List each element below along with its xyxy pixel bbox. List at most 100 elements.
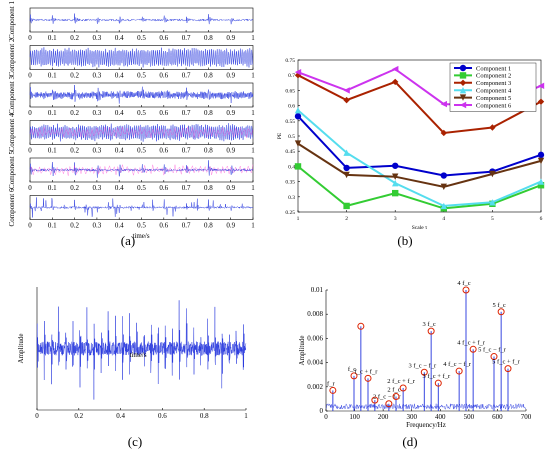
x-tick-label: 0.6	[158, 412, 167, 420]
x-tick-label: 100	[349, 413, 360, 421]
data-point	[343, 164, 350, 172]
y-tick-label: 0.4	[288, 164, 295, 170]
series-line	[297, 115, 542, 177]
legend-label: Component 1	[476, 65, 511, 72]
data-point	[440, 183, 447, 190]
data-point	[343, 171, 350, 179]
x-tick-label: 0.6	[159, 184, 168, 192]
y-tick-label: 0.75	[285, 58, 295, 64]
peak-marker	[497, 308, 505, 316]
x-tick-label: 0.3	[93, 109, 102, 117]
component-signal-line	[29, 123, 254, 142]
x-tick-label: 0.8	[204, 109, 213, 117]
peak-marker	[364, 374, 372, 382]
x-tick-label: 0.9	[226, 72, 235, 80]
data-point	[294, 163, 302, 170]
data-point	[489, 170, 496, 178]
peak-label: 2 f_c	[387, 386, 400, 393]
x-tick-label: 1	[251, 222, 255, 230]
x-tick-label: 0.8	[204, 72, 213, 80]
legend-label: Component 2	[476, 73, 511, 80]
x-tick-label: 0.3	[93, 222, 102, 230]
x-tick-label: 0	[28, 222, 32, 230]
x-tick-label: 0.2	[70, 184, 79, 192]
x-tick-label: 0	[324, 413, 328, 421]
data-point	[459, 87, 467, 94]
x-tick-label: 0.3	[93, 34, 102, 42]
x-tick-label: 400	[435, 413, 446, 421]
data-point	[392, 78, 399, 86]
x-tick-label: 0.2	[70, 34, 79, 42]
x-axis-label: time/s	[132, 232, 149, 240]
x-tick-label: 4	[442, 216, 445, 222]
x-tick-label: 0.6	[159, 147, 168, 155]
data-point	[294, 68, 302, 76]
peak-label: 2 f_c + f_r	[387, 378, 416, 385]
x-tick-label: 0.5	[137, 34, 146, 42]
x-tick-label: 0.1	[48, 109, 57, 117]
legend-label: Component 6	[476, 102, 512, 109]
data-point	[294, 140, 302, 147]
y-tick-label: 0.55	[285, 119, 295, 125]
x-tick-label: 700	[521, 413, 532, 421]
x-tick-label: 0.2	[70, 109, 79, 117]
x-tick-label: 0.5	[137, 147, 146, 155]
x-tick-label: 0.5	[137, 72, 146, 80]
peak-marker	[462, 286, 470, 294]
component-signal-line	[29, 84, 254, 104]
component-label: Component 6	[8, 188, 16, 226]
x-tick-label: 0.7	[182, 147, 191, 155]
x-tick-label: 0.6	[159, 72, 168, 80]
x-tick-label: 0.1	[48, 34, 57, 42]
x-tick-label: 200	[378, 413, 389, 421]
panel-b-pe-chart: 0.25 0.3 0.35 0.4 0.45 0.5 0.55 0.6 0.65 0.7 0.75 1…	[277, 58, 545, 231]
x-tick-label: 0.4	[115, 184, 124, 192]
peak-label: 5 f_c + f_r	[492, 359, 521, 366]
x-tick-label: 0.6	[159, 109, 168, 117]
x-tick-label: 0.5	[137, 184, 146, 192]
peak-label: 4 f_c − f_r	[443, 361, 472, 368]
x-tick-label: 0.1	[48, 222, 57, 230]
x-tick-label: 0.9	[226, 222, 235, 230]
data-point	[537, 182, 545, 189]
x-tick-label: 0.1	[48, 147, 57, 155]
data-point	[343, 202, 350, 210]
y-tick-label: 0	[320, 407, 324, 415]
y-tick-label: 0.45	[285, 149, 295, 155]
data-point	[459, 79, 467, 86]
peak-marker	[392, 392, 400, 400]
data-point	[537, 151, 545, 159]
peak-label: 3 f_c	[423, 321, 436, 328]
x-tick-label: 0.6	[159, 222, 168, 230]
x-tick-label: 0.7	[182, 72, 191, 80]
x-tick-label: 0.4	[116, 412, 125, 420]
series-line	[297, 74, 542, 135]
peak-marker	[469, 345, 477, 353]
peak-marker	[427, 327, 435, 335]
x-tick-label: 0	[28, 147, 32, 155]
peak-label: 4 f_c + f_r	[457, 339, 486, 346]
y-tick-label: 0.65	[285, 88, 295, 94]
data-point	[392, 173, 399, 180]
x-axis-label: Scale τ	[412, 225, 428, 231]
peak-marker	[385, 400, 393, 408]
x-tick-label: 0.5	[137, 109, 146, 117]
peak-label: 4 f_c	[457, 280, 470, 287]
data-point	[537, 178, 545, 185]
data-point	[440, 129, 447, 137]
component-signal-line	[29, 197, 254, 218]
data-point	[392, 189, 399, 197]
data-point	[294, 113, 302, 120]
component-overlay-line	[29, 164, 254, 176]
component-label: Component 4	[8, 113, 16, 151]
peak-marker	[371, 396, 379, 404]
peak-label: f_c + f_r	[355, 368, 379, 375]
component-label: Component 3	[8, 76, 16, 114]
component-signal-line	[29, 13, 254, 25]
x-tick-label: 600	[492, 413, 503, 421]
peak-marker	[329, 386, 337, 394]
x-tick-label: 0.9	[226, 34, 235, 42]
x-tick-label: 0.4	[115, 72, 124, 80]
caption-d: (d)	[402, 434, 417, 449]
